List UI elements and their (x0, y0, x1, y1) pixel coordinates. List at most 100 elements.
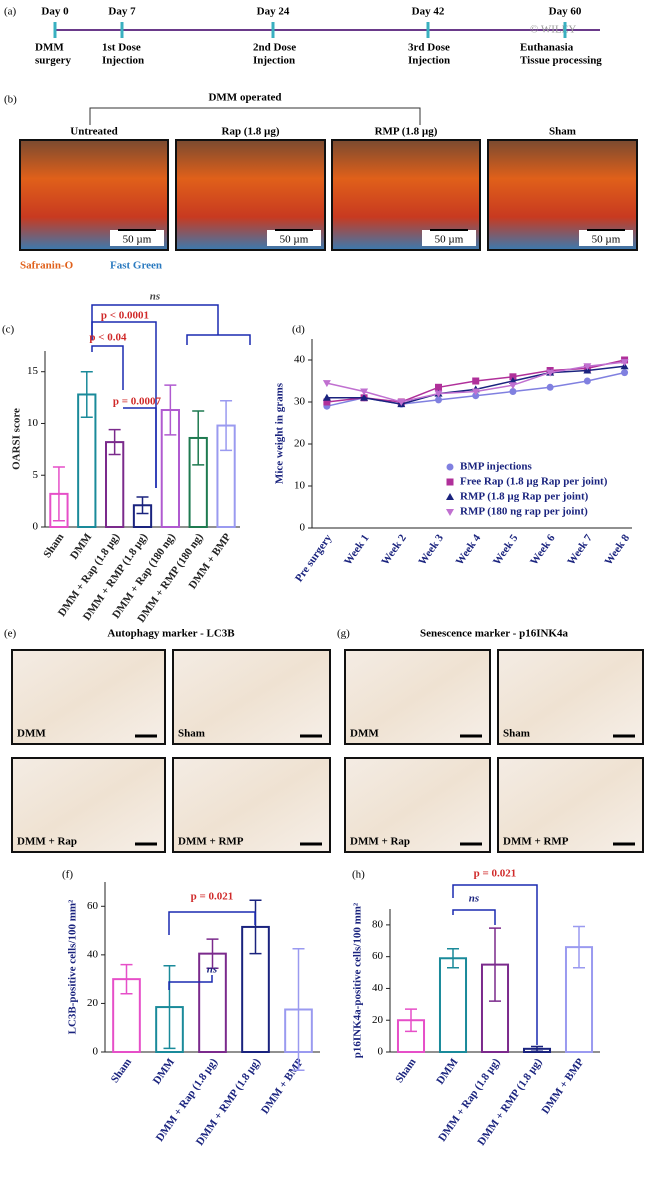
image-label: Sham (503, 728, 530, 740)
error-bar (52, 466, 65, 522)
annotation: p < 0.04 (89, 332, 127, 344)
marker (435, 383, 443, 391)
marker (471, 388, 480, 396)
image-label: DMM + RMP (503, 836, 569, 848)
y-tick-label: 80 (372, 918, 384, 930)
y-tick-label: 40 (372, 982, 384, 994)
x-tick-label: Week 4 (454, 532, 484, 568)
y-axis-label: Mice weight in grams (274, 382, 286, 484)
marker (360, 393, 369, 401)
marker (621, 369, 629, 377)
micrograph (172, 757, 331, 853)
marker (583, 377, 591, 385)
error-bar (192, 410, 205, 466)
y-tick-label: 15 (27, 365, 39, 377)
scale-label: 50 µm (123, 234, 152, 246)
bracket (91, 321, 157, 488)
stain-label: Fast Green (110, 260, 162, 272)
y-tick-label: 40 (294, 354, 306, 366)
event-label: DMM (35, 42, 64, 54)
x-tick-label: Sham (41, 531, 66, 560)
y-tick-label: 20 (87, 997, 99, 1009)
event-label: 2nd Dose (253, 42, 296, 54)
error-bar (164, 384, 177, 436)
x-tick-label: Week 6 (528, 532, 558, 568)
marker (546, 383, 554, 391)
micrograph (344, 649, 491, 745)
micrograph (487, 139, 638, 251)
micrograph (11, 757, 166, 853)
event-label: surgery (35, 55, 72, 67)
bracket (186, 334, 251, 345)
error-bar (163, 965, 176, 1050)
bracket (168, 911, 256, 935)
scale-label: 50 µm (592, 234, 621, 246)
y-axis-label: LC3B-positive cells/100 mm² (67, 899, 79, 1034)
micrograph (497, 757, 644, 853)
x-tick-label: DMM + BMP (539, 1056, 586, 1116)
bracket (452, 909, 496, 925)
x-tick-label: DMM (68, 531, 95, 562)
y-axis-label: p16INK4a-positive cells/100 mm² (352, 902, 364, 1058)
event-day: Day 60 (549, 6, 582, 18)
error-bar (136, 496, 149, 515)
y-tick-label: 20 (372, 1014, 384, 1026)
x-tick-label: Week 3 (416, 532, 446, 568)
event-day: Day 7 (108, 6, 136, 18)
panel-title: Autophagy marker - LC3B (107, 628, 235, 640)
event-label: 1st Dose (102, 42, 141, 54)
y-tick-label: 0 (300, 522, 306, 534)
y-tick-label: 40 (87, 948, 99, 960)
legend-label: RMP (180 ng rap per joint) (460, 506, 588, 518)
panel-title: DMM operated (208, 92, 281, 104)
image-label: Sham (549, 126, 576, 138)
image-label: DMM + RMP (178, 836, 244, 848)
panel-label: (a) (4, 6, 17, 18)
error-bar (292, 948, 305, 1071)
error-bar (573, 925, 585, 969)
bar (438, 957, 468, 1053)
x-tick-label: Week 8 (602, 532, 632, 568)
image-label: Rap (1.8 µg) (222, 126, 280, 138)
error-bar (405, 1008, 417, 1033)
marker (446, 478, 454, 486)
y-tick-label: 0 (378, 1046, 384, 1058)
marker (620, 359, 629, 367)
image-label: DMM + Rap (350, 836, 410, 848)
annotation: ns (207, 964, 217, 976)
scale-label: 50 µm (435, 234, 464, 246)
marker (397, 399, 406, 406)
scale-bg (110, 230, 164, 246)
stain-label: Safranin-O (20, 260, 74, 272)
annotation: p < 0.0001 (101, 310, 149, 322)
y-tick-label: 20 (294, 438, 306, 450)
marker (446, 509, 454, 516)
panel-label: (d) (292, 324, 305, 336)
image-label: Untreated (70, 126, 117, 138)
legend-label: Free Rap (1.8 µg Rap per joint) (460, 476, 608, 488)
marker (472, 377, 480, 385)
bracket (89, 107, 421, 125)
event-label: Tissue processing (520, 55, 602, 67)
panel-label: (g) (337, 628, 350, 640)
x-tick-label: Week 7 (565, 532, 595, 568)
marker (360, 388, 369, 396)
event-label: Euthanasia (520, 42, 574, 54)
y-tick-label: 10 (294, 480, 306, 492)
marker (508, 382, 517, 390)
panel-label: (f) (62, 869, 73, 881)
bracket (168, 975, 213, 990)
marker (322, 380, 331, 388)
error-bar (249, 899, 262, 955)
micrograph (497, 649, 644, 745)
annotation: p = 0.021 (191, 891, 234, 903)
x-tick-label: Sham (393, 1056, 418, 1085)
legend-label: BMP injections (460, 461, 533, 473)
bracket (91, 345, 124, 390)
event-day: Day 42 (412, 6, 445, 18)
y-tick-label: 0 (33, 521, 39, 533)
image-label: DMM (350, 728, 379, 740)
marker (509, 388, 517, 395)
event-label: Injection (102, 55, 144, 67)
x-tick-label: Week 2 (379, 532, 409, 568)
